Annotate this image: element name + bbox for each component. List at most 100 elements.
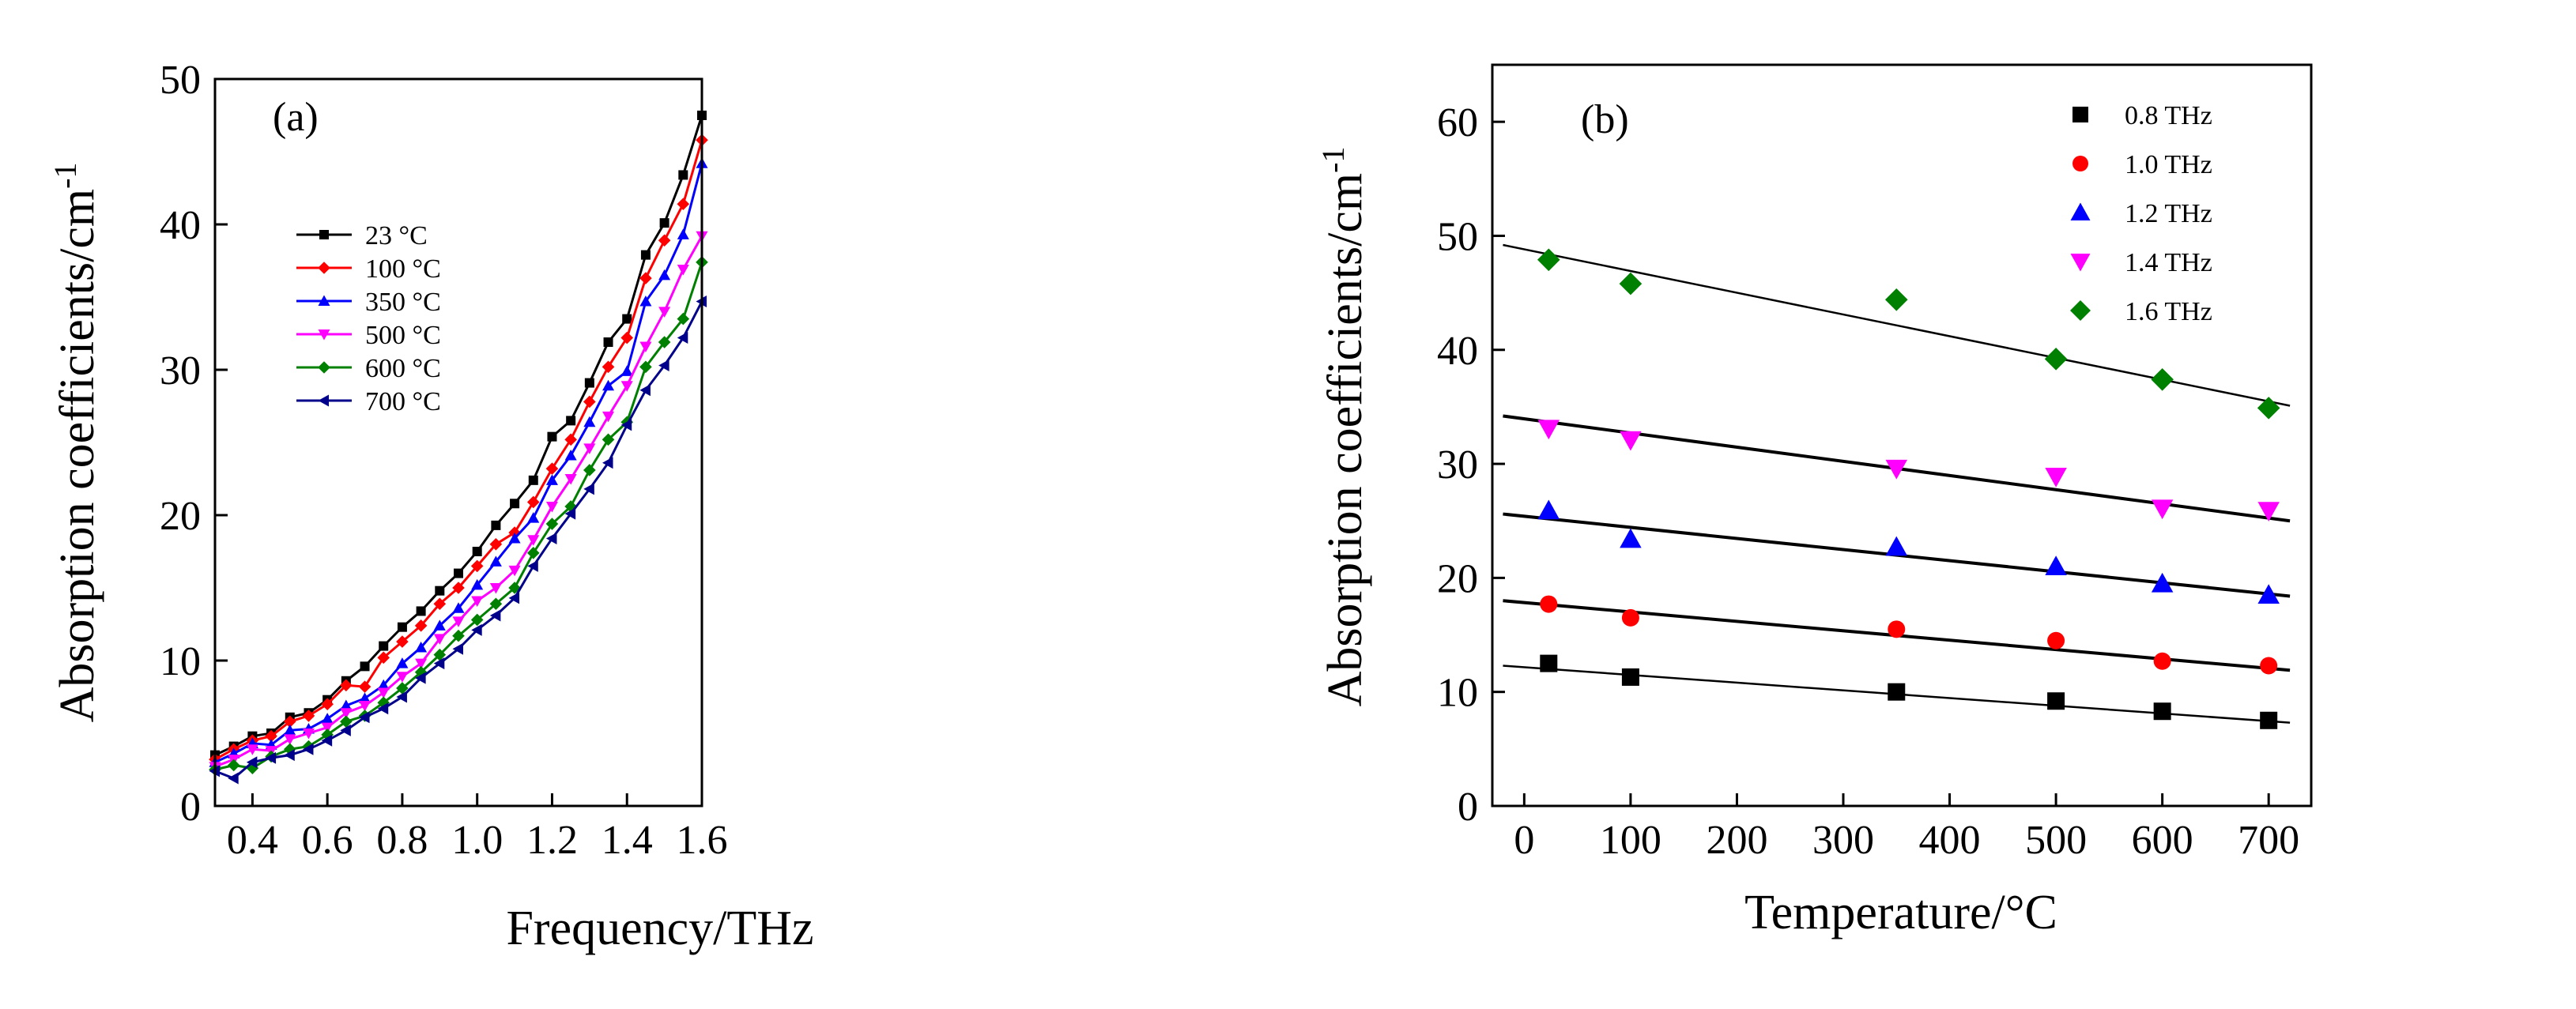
data-point	[508, 565, 521, 577]
data-point	[527, 535, 540, 546]
data-point	[678, 170, 688, 180]
y-tick-label: 20	[160, 494, 201, 539]
series-line	[214, 139, 703, 761]
legend-marker	[318, 361, 330, 374]
data-point	[283, 715, 296, 729]
data-point	[658, 269, 671, 280]
data-point	[1619, 272, 1643, 296]
x-tick-label: 1.6	[677, 818, 728, 863]
data-point	[2257, 502, 2280, 521]
data-point	[284, 749, 295, 762]
panel-b-legend: 0.8 THz 1.0 THz 1.2 THz 1.4 THz 1.6 THz	[2070, 101, 2212, 326]
data-point	[583, 443, 596, 454]
panel-a-x-axis-title: Frequency/THz	[506, 902, 813, 955]
data-point	[470, 613, 484, 627]
x-tick-label: 200	[1706, 818, 1767, 863]
data-point	[379, 641, 389, 651]
data-point	[564, 450, 577, 461]
data-point	[452, 629, 465, 642]
panel-b-label: (b)	[1581, 97, 1629, 142]
data-point	[639, 272, 652, 284]
x-tick-label: 300	[1812, 818, 1874, 863]
data-point	[583, 464, 596, 476]
data-point	[452, 616, 465, 627]
data-point	[359, 701, 372, 712]
data-point	[508, 592, 520, 604]
data-point	[566, 416, 576, 426]
data-point	[1621, 668, 1639, 686]
data-point	[377, 687, 390, 698]
panel-a-legend: 23 °C 100 °C 350 °C 500 °C 600 °C 700 °C	[296, 221, 441, 416]
data-point	[508, 582, 521, 594]
y-tick-label: 50	[1437, 214, 1478, 259]
data-point	[359, 711, 370, 724]
data-point	[396, 635, 409, 648]
series-line	[214, 163, 703, 764]
legend-label: 1.4 THz	[2125, 248, 2212, 277]
data-point	[489, 609, 501, 622]
series-1-6-thz	[1537, 248, 2280, 420]
y-tick-label: 50	[160, 58, 201, 103]
data-point	[340, 679, 353, 692]
data-point	[526, 547, 540, 559]
legend-label: 600 °C	[365, 354, 441, 383]
x-tick-label: 1.0	[451, 818, 503, 863]
data-point	[321, 713, 334, 724]
data-point	[452, 642, 463, 655]
panel-a-label: (a)	[273, 95, 319, 140]
data-point	[2045, 467, 2067, 488]
data-point	[620, 381, 633, 392]
data-point	[302, 729, 315, 740]
legend-label: 350 °C	[365, 288, 441, 317]
data-point	[1885, 459, 1908, 480]
data-point	[340, 708, 353, 719]
data-point	[377, 679, 390, 691]
data-point	[433, 657, 445, 670]
x-tick-label: 0.8	[376, 818, 428, 863]
y-tick-label: 30	[1437, 442, 1478, 488]
legend-label: 23 °C	[365, 221, 428, 250]
data-point	[2151, 572, 2174, 593]
panel-a-chart: 0.4 0.6 0.8 1.0 1.2 1.4 1.6 0 10 20 30 40 50 (a) 23 …	[47, 58, 814, 955]
data-point	[452, 602, 465, 613]
data-point	[2257, 397, 2280, 420]
data-point	[435, 585, 445, 596]
legend-label: 100 °C	[365, 254, 441, 284]
data-point	[658, 359, 669, 371]
data-point	[358, 680, 372, 693]
legend-label: 1.0 THz	[2125, 150, 2212, 179]
series-350-c	[209, 157, 708, 767]
data-point	[1537, 499, 1560, 520]
data-point	[471, 623, 482, 636]
data-point	[639, 384, 651, 397]
y-tick-label: 0	[180, 785, 201, 830]
data-point	[265, 729, 277, 743]
data-point	[545, 462, 559, 475]
data-point	[415, 641, 428, 653]
legend-label: 1.2 THz	[2125, 199, 2212, 228]
y-tick-label: 40	[1437, 329, 1478, 374]
data-point	[396, 691, 407, 703]
data-point	[1620, 528, 1642, 548]
series-1-2-thz	[1537, 499, 2280, 604]
x-tick-label: 1.4	[602, 818, 653, 863]
data-point	[416, 606, 426, 616]
data-point	[321, 734, 333, 747]
legend-label: 700 °C	[365, 387, 441, 416]
x-tick-label: 500	[2025, 818, 2087, 863]
data-point	[1884, 288, 1908, 311]
data-point	[603, 337, 613, 348]
series-600-c	[209, 256, 708, 776]
data-point	[584, 378, 594, 388]
data-point	[489, 597, 503, 611]
panel-b-x-axis-title: Temperature/°C	[1744, 886, 2057, 939]
data-point	[452, 582, 465, 594]
data-point	[658, 336, 671, 348]
series-line	[214, 115, 703, 756]
data-point	[677, 198, 690, 211]
data-point	[360, 661, 370, 672]
data-point	[620, 365, 633, 376]
y-tick-label: 0	[1458, 785, 1478, 830]
